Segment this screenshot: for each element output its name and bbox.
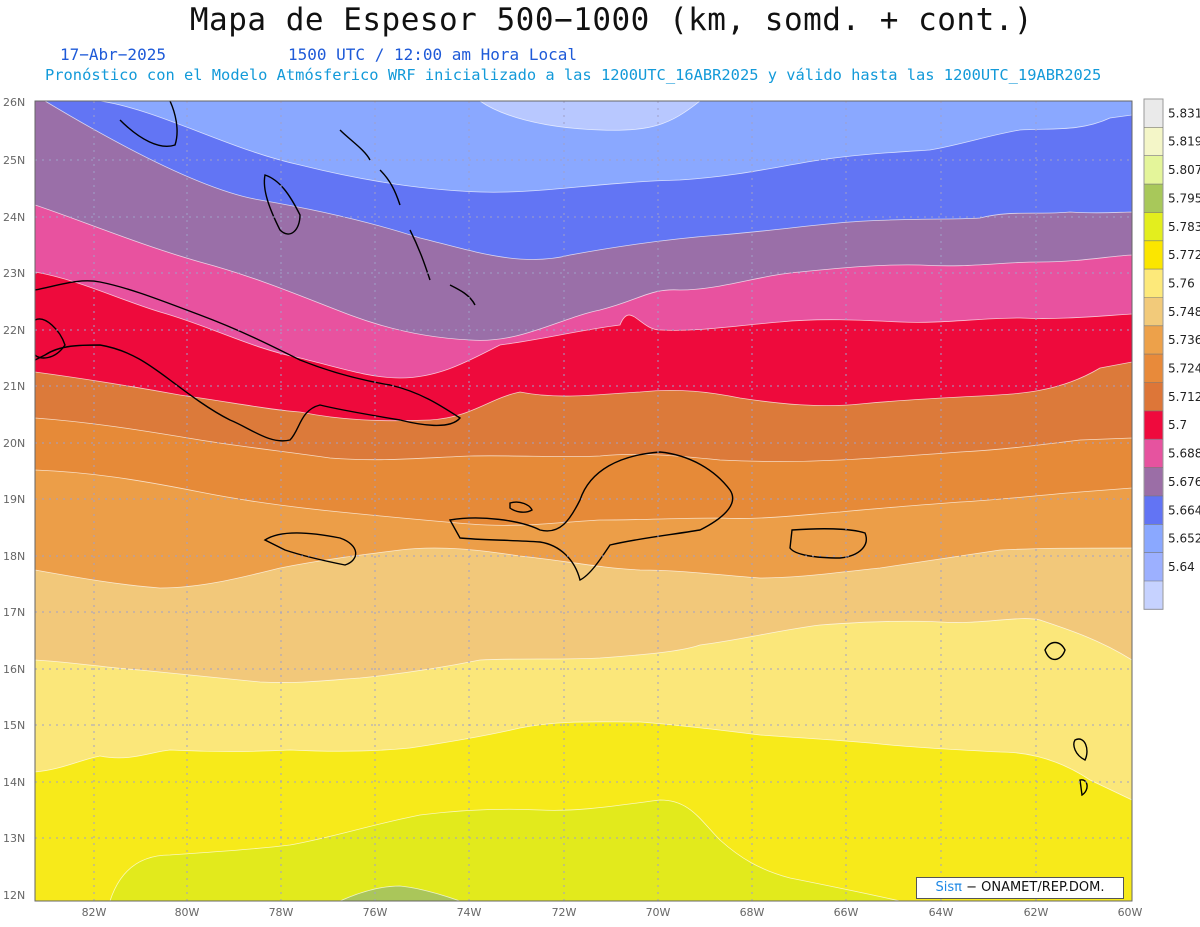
colorbar-label: 5.676 <box>1168 475 1200 489</box>
colorbar-label: 5.76 <box>1168 277 1195 291</box>
colorbar-label: 5.712 <box>1168 390 1200 404</box>
thickness-contours <box>35 101 1132 901</box>
colorbar-swatch <box>1144 410 1163 440</box>
lon-label: 72W <box>552 906 577 919</box>
credit-text: − ONAMET/REP.DOM. <box>966 880 1105 895</box>
credit-box: Sisπ − ONAMET/REP.DOM. <box>916 877 1124 899</box>
lat-label: 26N <box>3 96 25 109</box>
colorbar-swatch <box>1144 297 1163 327</box>
lat-label: 15N <box>3 719 25 732</box>
lon-label: 68W <box>740 906 765 919</box>
colorbar-label: 5.652 <box>1168 532 1200 546</box>
colorbar-swatch <box>1144 524 1163 554</box>
band-5-795 <box>339 885 461 901</box>
lat-label: 24N <box>3 211 25 224</box>
colorbar-swatch <box>1144 495 1163 525</box>
gonave-island <box>509 501 533 513</box>
colorbar-swatch <box>1144 155 1163 185</box>
jamaica-coast <box>263 532 357 566</box>
lat-label: 12N <box>3 889 25 902</box>
lon-label: 60W <box>1118 906 1143 919</box>
lat-label: 20N <box>3 437 25 450</box>
lon-label: 78W <box>269 906 294 919</box>
colorbar-label: 5.819 <box>1168 135 1200 149</box>
colorbar-label: 5.64 <box>1168 560 1195 574</box>
colorbar-label: 5.664 <box>1168 503 1200 517</box>
lat-label: 14N <box>3 776 25 789</box>
colorbar-label: 5.736 <box>1168 333 1200 347</box>
cuba-coast <box>35 280 462 442</box>
puerto-rico-coast <box>789 528 867 559</box>
colorbar-swatch <box>1144 439 1163 469</box>
colorbar-label: 5.772 <box>1168 248 1200 262</box>
colorbar-swatch <box>1144 354 1163 384</box>
cuba-west-tip <box>35 318 66 359</box>
latitude-axis: 26N 25N 24N 23N 22N 21N 20N 19N 18N 17N … <box>3 96 25 902</box>
colorbar-label: 5.807 <box>1168 163 1200 177</box>
colorbar-label: 5.795 <box>1168 191 1200 205</box>
longitude-axis: 82W 80W 78W 76W 74W 72W 70W 68W 66W 64W … <box>82 906 1143 919</box>
lat-label: 25N <box>3 154 25 167</box>
colorbar: 5.831 5.819 5.807 5.795 5.783 5.772 5.76 5.748 5… <box>1143 98 1200 610</box>
colorbar-swatch <box>1144 581 1163 610</box>
lesser-antilles <box>1044 641 1088 797</box>
lon-label: 64W <box>929 906 954 919</box>
forecast-date: 17−Abr−2025 <box>60 45 166 64</box>
forecast-description: Pronóstico con el Modelo Atmósferico WRF… <box>45 66 1102 84</box>
colorbar-label: 5.7 <box>1168 418 1187 432</box>
colorbar-label: 5.831 <box>1168 106 1200 120</box>
colorbar-label: 5.724 <box>1168 362 1200 376</box>
colorbar-swatch <box>1144 467 1163 497</box>
colorbar-label: 5.783 <box>1168 220 1200 234</box>
lon-label: 82W <box>82 906 107 919</box>
sispi-logo: Sisπ <box>935 880 962 895</box>
colorbar-swatch <box>1144 325 1163 355</box>
lon-label: 74W <box>457 906 482 919</box>
lon-label: 76W <box>363 906 388 919</box>
bahamas-islands <box>339 129 476 306</box>
lon-label: 62W <box>1024 906 1049 919</box>
colorbar-swatch <box>1144 127 1163 157</box>
lat-label: 23N <box>3 267 25 280</box>
colorbar-swatch <box>1144 269 1163 299</box>
grid-lines <box>35 101 1132 901</box>
lat-label: 19N <box>3 493 25 506</box>
lat-label: 18N <box>3 550 25 563</box>
forecast-time: 1500 UTC / 12:00 am Hora Local <box>288 45 577 64</box>
map-frame <box>34 100 1133 902</box>
florida-keys <box>119 101 178 147</box>
coastlines <box>35 101 1088 797</box>
colorbar-swatch <box>1144 99 1163 128</box>
lat-label: 17N <box>3 606 25 619</box>
colorbar-label: 5.688 <box>1168 447 1200 461</box>
map-title: Mapa de Espesor 500−1000 (km, somd. + co… <box>189 2 1034 38</box>
lat-label: 16N <box>3 663 25 676</box>
hispaniola-coast <box>448 451 734 582</box>
colorbar-swatch <box>1144 552 1163 582</box>
lat-label: 22N <box>3 324 25 337</box>
colorbar-label: 5.748 <box>1168 305 1200 319</box>
colorbar-swatch <box>1144 184 1163 214</box>
colorbar-swatch <box>1144 212 1163 242</box>
lon-label: 80W <box>175 906 200 919</box>
lat-label: 13N <box>3 832 25 845</box>
andros-island <box>263 174 301 235</box>
lon-label: 66W <box>834 906 859 919</box>
colorbar-swatch <box>1144 382 1163 412</box>
band-5-783 <box>109 799 901 901</box>
colorbar-swatch <box>1144 240 1163 270</box>
lat-label: 21N <box>3 380 25 393</box>
lon-label: 70W <box>646 906 671 919</box>
